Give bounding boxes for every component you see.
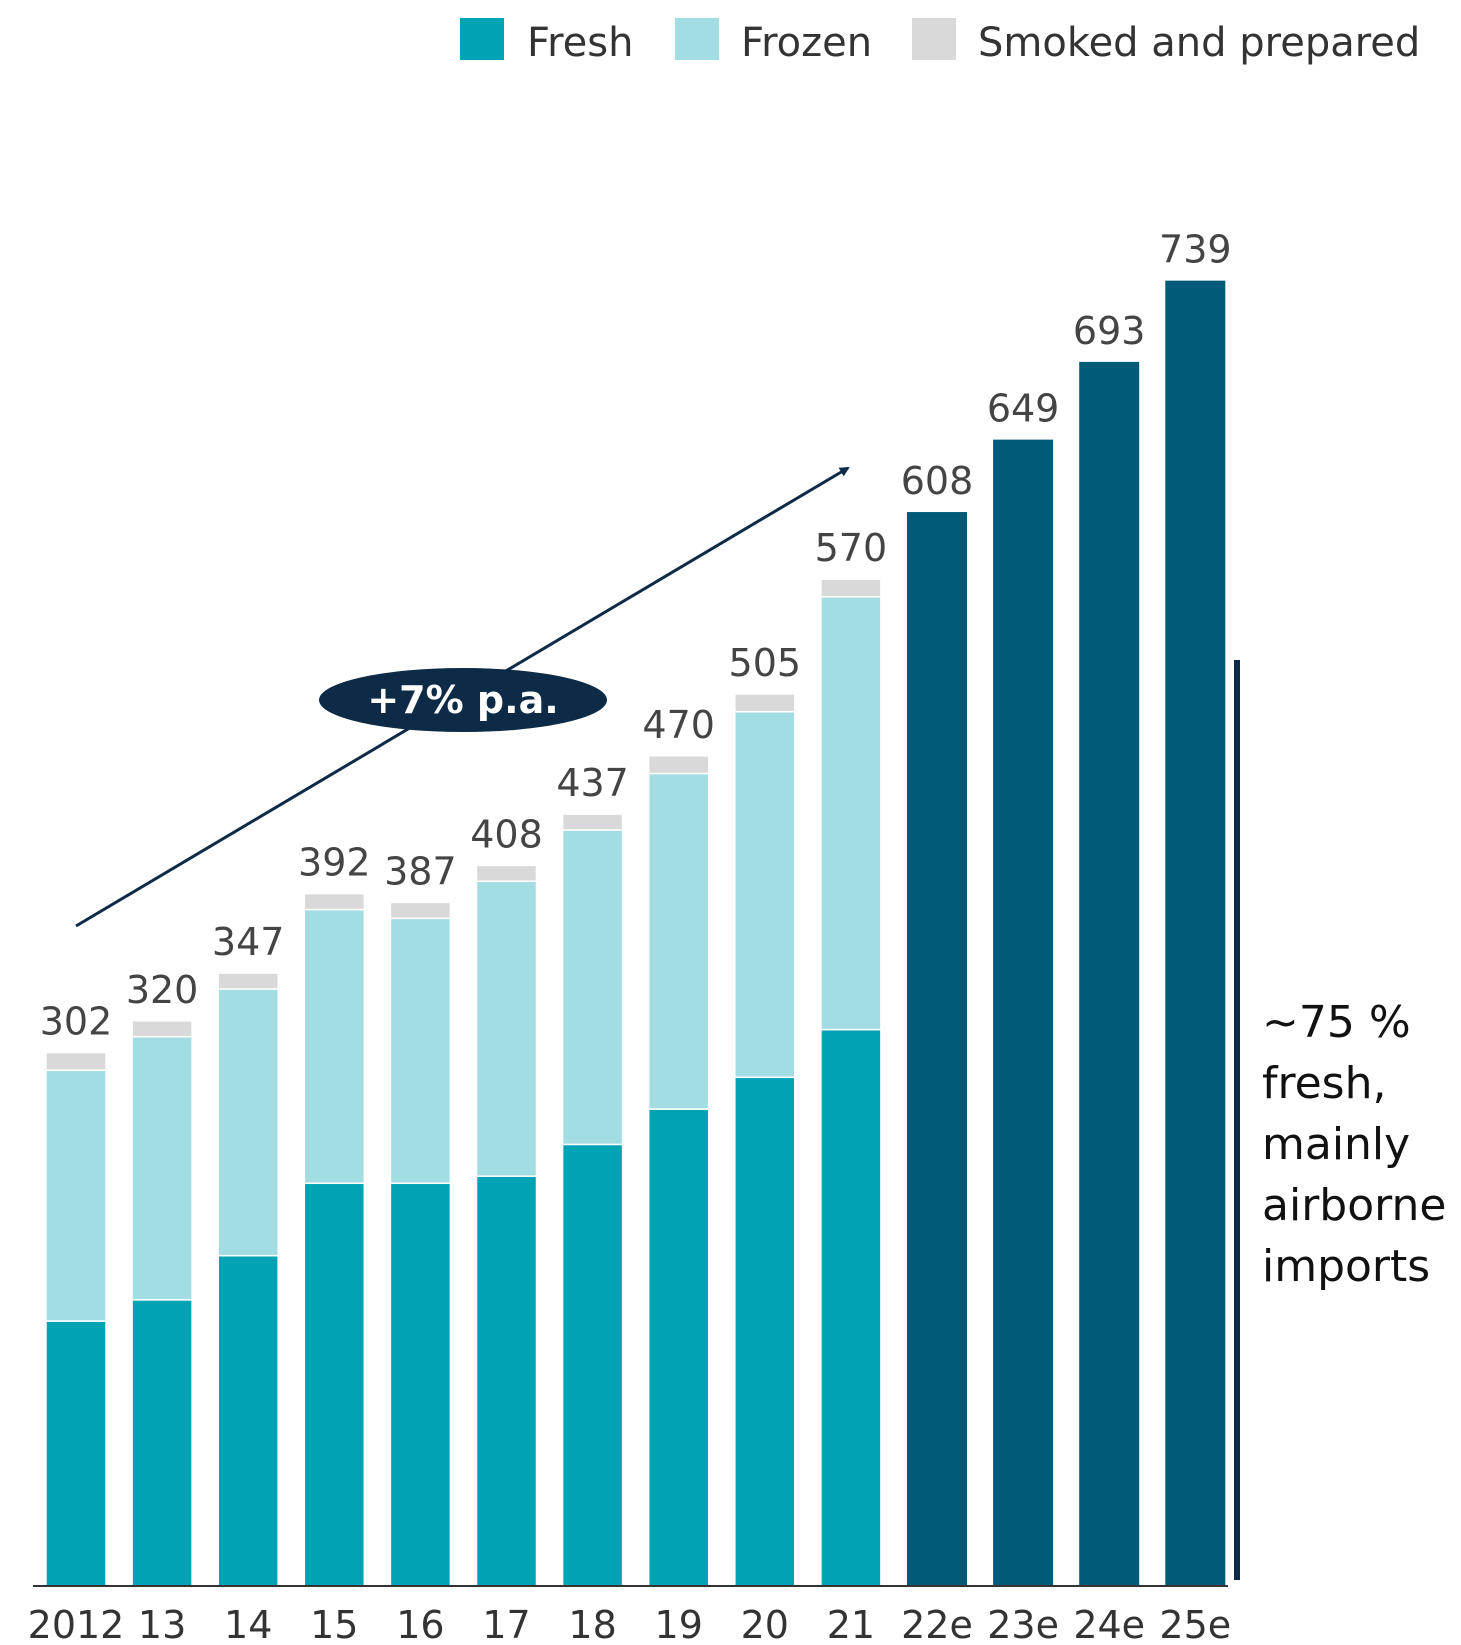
- bar-14-smoked-and-prepared: [217, 972, 279, 990]
- bar-15-smoked-and-prepared: [303, 892, 366, 911]
- cagr-pill: [319, 668, 607, 732]
- fresh-share-note: ~75 % fresh, mainly airborne imports: [1234, 660, 1446, 1580]
- x-tick-15: 15: [310, 1603, 358, 1645]
- x-tick-25e: 25e: [1159, 1603, 1231, 1645]
- bars: [45, 280, 1226, 1587]
- legend-swatch-frozen: [675, 18, 719, 60]
- bar-20-fresh: [734, 1076, 796, 1587]
- bar-19-fresh: [647, 1108, 710, 1587]
- bar-14-fresh: [217, 1254, 279, 1587]
- total-labels: 302 320 347 392 387 408 437 470 505 570 608 649 693 7…: [40, 228, 1232, 1044]
- bar-13-fresh: [131, 1299, 193, 1587]
- bar-23e-total: [993, 439, 1054, 1587]
- bar-21-frozen: [820, 596, 882, 1031]
- x-tick-20: 20: [741, 1603, 789, 1645]
- total-label-15: 392: [298, 841, 371, 885]
- bar-17-smoked-and-prepared: [475, 864, 538, 882]
- total-label-23e: 649: [987, 387, 1060, 431]
- bar-19-smoked-and-prepared: [647, 755, 710, 775]
- total-label-18: 437: [556, 761, 629, 805]
- bar-2012-frozen: [45, 1069, 107, 1322]
- x-tick-22e: 22e: [901, 1603, 973, 1645]
- legend-label-smoked-and-prepared: Smoked and prepared: [978, 20, 1420, 66]
- bar-15-frozen: [303, 908, 366, 1185]
- bar-18-fresh: [561, 1143, 624, 1587]
- cagr-annotation: +7% p.a.: [75, 466, 850, 928]
- x-tick-18: 18: [568, 1603, 616, 1645]
- note-line-4: airborne: [1262, 1180, 1446, 1231]
- cagr-label: +7% p.a.: [367, 678, 558, 722]
- bar-20-frozen: [734, 710, 796, 1079]
- legend: Fresh Frozen Smoked and prepared: [460, 18, 1420, 66]
- x-tick-labels: 2012 13 14 15 16 17 18 19 20 21 22e 23e 24e 25e: [28, 1603, 1232, 1645]
- bar-13-frozen: [131, 1035, 193, 1301]
- legend-swatch-smoked-and-prepared: [912, 18, 956, 60]
- note-line-3: mainly: [1262, 1119, 1410, 1170]
- total-label-16: 387: [384, 849, 457, 893]
- note-line-5: imports: [1262, 1241, 1430, 1292]
- bar-17-frozen: [475, 880, 538, 1177]
- bar-18-frozen: [561, 829, 624, 1146]
- bar-20-smoked-and-prepared: [734, 693, 796, 713]
- bar-22e-total: [907, 512, 967, 1586]
- total-label-2012: 302: [40, 1000, 113, 1044]
- bar-25e-total: [1165, 280, 1226, 1586]
- total-label-17: 408: [470, 812, 543, 856]
- bar-14-frozen: [217, 988, 279, 1257]
- total-label-19: 470: [642, 703, 715, 747]
- bar-16-fresh: [389, 1182, 452, 1587]
- x-tick-16: 16: [396, 1603, 444, 1645]
- legend-label-frozen: Frozen: [741, 20, 872, 66]
- total-label-14: 347: [212, 920, 285, 964]
- x-tick-17: 17: [482, 1603, 530, 1645]
- bar-13-smoked-and-prepared: [131, 1020, 193, 1038]
- x-tick-2012: 2012: [28, 1603, 125, 1645]
- bar-18-smoked-and-prepared: [561, 813, 624, 831]
- x-tick-14: 14: [224, 1603, 272, 1645]
- bar-16-smoked-and-prepared: [389, 901, 452, 920]
- x-tick-13: 13: [138, 1603, 186, 1645]
- note-line-2: fresh,: [1262, 1058, 1386, 1109]
- total-label-25e: 739: [1159, 228, 1232, 272]
- bar-21-smoked-and-prepared: [820, 578, 882, 598]
- bar-19-frozen: [647, 772, 710, 1110]
- bar-2012-smoked-and-prepared: [45, 1051, 107, 1071]
- total-label-22e: 608: [901, 459, 974, 503]
- bar-16-frozen: [389, 917, 452, 1185]
- total-label-20: 505: [729, 641, 802, 685]
- legend-swatch-fresh: [460, 18, 504, 60]
- x-tick-19: 19: [655, 1603, 703, 1645]
- bar-2012-fresh: [45, 1320, 107, 1587]
- bar-15-fresh: [303, 1182, 366, 1587]
- x-tick-21: 21: [827, 1603, 875, 1645]
- note-line-1: ~75 %: [1262, 997, 1411, 1048]
- bar-17-fresh: [475, 1175, 538, 1587]
- bar-21-fresh: [820, 1028, 882, 1587]
- bar-24e-total: [1079, 361, 1140, 1586]
- total-label-21: 570: [815, 526, 888, 570]
- x-tick-23e: 23e: [987, 1603, 1059, 1645]
- total-label-24e: 693: [1073, 309, 1146, 353]
- total-label-13: 320: [126, 968, 199, 1012]
- x-tick-24e: 24e: [1073, 1603, 1145, 1645]
- legend-label-fresh: Fresh: [527, 20, 633, 66]
